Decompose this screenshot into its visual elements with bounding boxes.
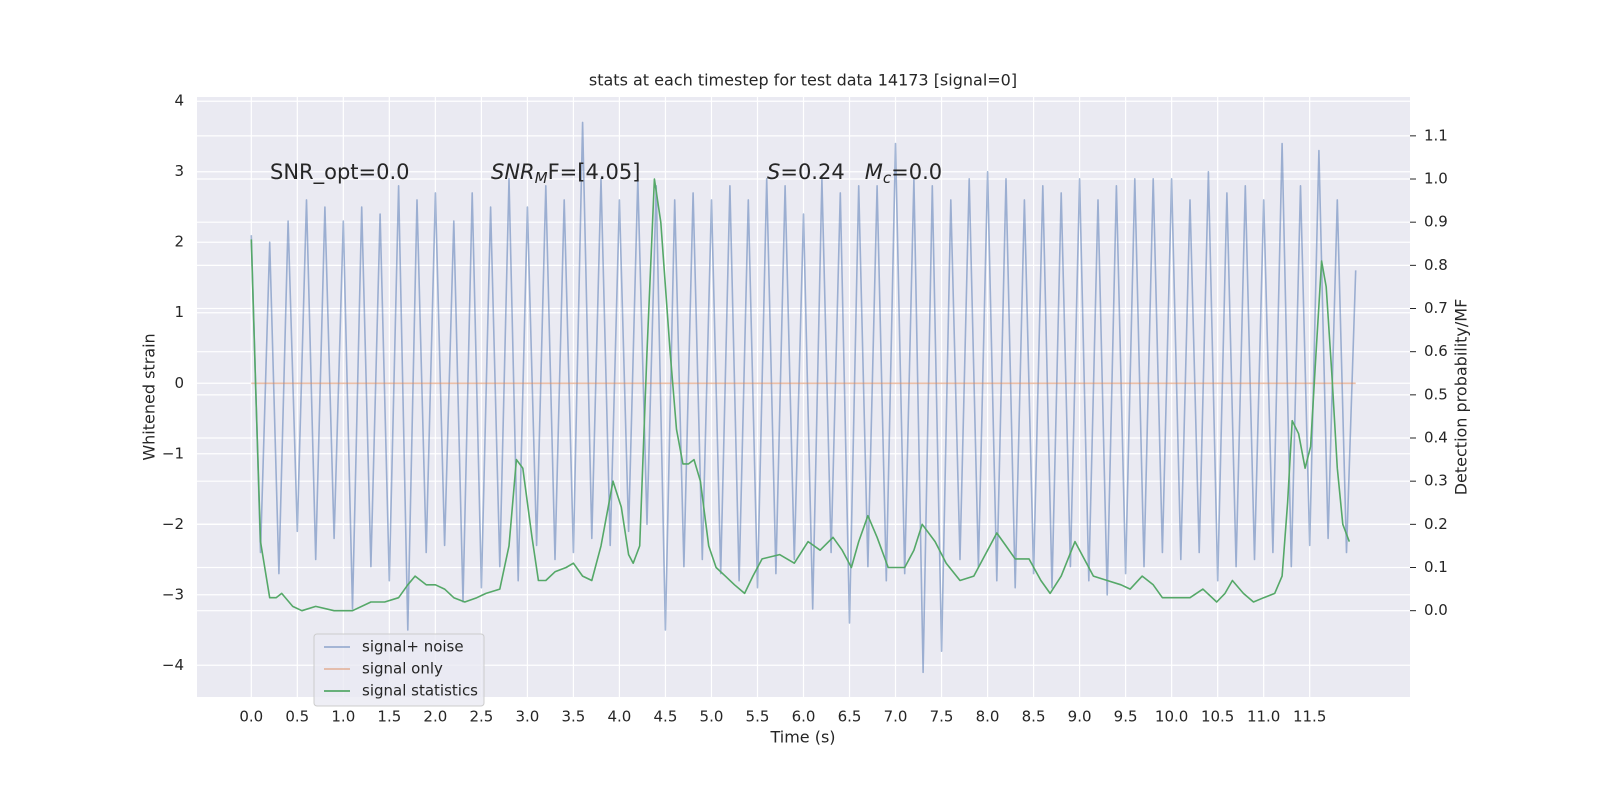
- x-tick-label: 5.0: [700, 708, 724, 726]
- y-tick-label: 0: [174, 374, 184, 392]
- x-tick-label: 2.5: [469, 708, 493, 726]
- annotation-part: SNR_opt=0.0: [270, 160, 410, 185]
- y2-tick-label: 0.6: [1424, 342, 1448, 360]
- y2-tick-label: 1.1: [1424, 126, 1448, 144]
- x-tick-label: 5.5: [746, 708, 770, 726]
- annotation: SNRMF=[4.05]: [491, 160, 640, 187]
- y2-axis-label: Detection probability/MF: [1452, 299, 1471, 496]
- annotation-part: M: [865, 160, 883, 184]
- x-tick-label: 11.5: [1293, 708, 1326, 726]
- x-tick-label: 3.0: [515, 708, 539, 726]
- x-tick-label: 9.5: [1114, 708, 1138, 726]
- x-tick-label: 7.0: [884, 708, 908, 726]
- annotation-part: =0.0: [891, 160, 942, 184]
- y-tick-label: −1: [162, 444, 184, 462]
- series-line: [250, 178, 1351, 612]
- x-tick-label: 10.0: [1155, 708, 1188, 726]
- x-tick-label: 4.0: [608, 708, 632, 726]
- annotation-part: c: [883, 169, 892, 187]
- y2-tick-label: 0.3: [1424, 472, 1448, 490]
- x-axis-label: Time (s): [769, 728, 835, 747]
- annotation-part: M: [535, 169, 548, 187]
- legend-label: signal statistics: [362, 682, 478, 700]
- y-tick-label: 4: [174, 92, 184, 110]
- x-tick-label: 3.5: [561, 708, 585, 726]
- y2-tick-label: 0.1: [1424, 558, 1448, 576]
- y-tick-label: −2: [162, 515, 184, 533]
- legend-label: signal only: [362, 660, 443, 678]
- x-tick-label: 6.5: [838, 708, 862, 726]
- x-tick-label: 2.0: [423, 708, 447, 726]
- y2-tick-label: 0.4: [1424, 429, 1448, 447]
- y2-tick-label: 0.7: [1424, 299, 1448, 317]
- y2-tick-label: 0.2: [1424, 515, 1448, 533]
- y2-tick-label: 1.0: [1424, 170, 1448, 188]
- y2-tick-label: 0.5: [1424, 385, 1448, 403]
- y2-tick-label: 0.8: [1424, 256, 1448, 274]
- annotation-part: F=[4.05]: [548, 160, 641, 184]
- y-tick-label: 3: [174, 162, 184, 180]
- series-line: [250, 121, 1357, 674]
- x-tick-label: 8.0: [976, 708, 1000, 726]
- legend-label: signal+ noise: [362, 638, 464, 656]
- y-tick-label: −3: [162, 585, 184, 603]
- annotation-part: S: [767, 160, 780, 184]
- x-tick-label: 7.5: [930, 708, 954, 726]
- x-tick-label: 6.0: [792, 708, 816, 726]
- y-axis-label: Whitened strain: [140, 333, 159, 460]
- x-tick-label: 11.0: [1247, 708, 1280, 726]
- annotation: SNR_opt=0.0: [270, 160, 410, 185]
- x-tick-label: 8.5: [1022, 708, 1046, 726]
- x-tick-label: 1.5: [377, 708, 401, 726]
- annotation-part: SNR: [491, 160, 535, 184]
- x-tick-label: 4.5: [654, 708, 678, 726]
- x-tick-label: 10.5: [1201, 708, 1234, 726]
- annotation-part: =0.24: [780, 160, 864, 184]
- x-tick-label: 9.0: [1068, 708, 1092, 726]
- y2-tick-label: 0.0: [1424, 601, 1448, 619]
- chart-title: stats at each timestep for test data 141…: [589, 71, 1017, 90]
- y-tick-label: −4: [162, 656, 184, 674]
- y2-tick-label: 0.9: [1424, 213, 1448, 231]
- annotation: S=0.24 Mc=0.0: [767, 160, 942, 187]
- y-tick-label: 1: [174, 303, 184, 321]
- legend-box: [313, 633, 485, 707]
- y-tick-label: 2: [174, 233, 184, 251]
- x-tick-label: 0.5: [285, 708, 309, 726]
- x-tick-label: 1.0: [331, 708, 355, 726]
- x-tick-label: 0.0: [239, 708, 263, 726]
